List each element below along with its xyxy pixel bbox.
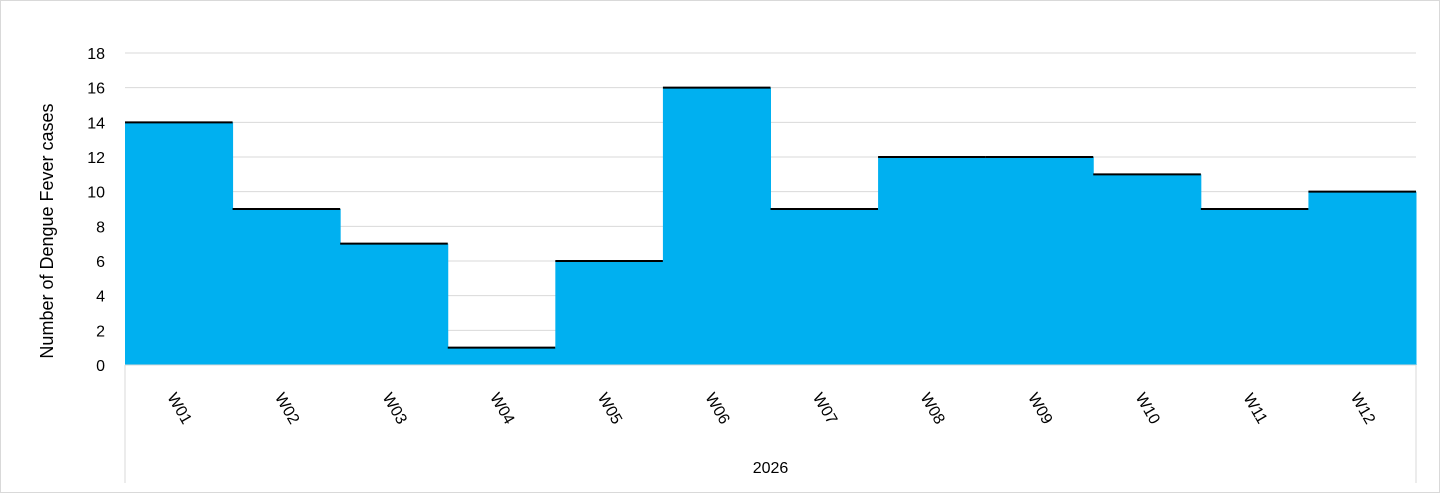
y-axis-label: Number of Dengue Fever cases — [37, 103, 57, 358]
bars — [125, 86, 1417, 366]
y-tick-label: 0 — [96, 358, 105, 375]
bar — [770, 209, 879, 365]
y-tick-labels: 0 2 4 6 8 10 12 14 16 18 — [87, 46, 105, 375]
x-tick-label: W12 — [1347, 390, 1378, 427]
x-group-label: 2026 — [753, 460, 789, 477]
bar — [125, 122, 234, 365]
x-tick-label: W04 — [486, 390, 517, 427]
x-tick-label: W09 — [1024, 390, 1055, 427]
x-tick-label: W11 — [1240, 391, 1271, 427]
bar — [447, 347, 556, 365]
bar — [1200, 209, 1309, 365]
x-tick-label: W08 — [917, 390, 948, 427]
x-tick-labels: W01 W02 W03 W04 W05 W06 W07 W08 W09 W10 W11 W12 — [163, 390, 1378, 427]
x-tick-label: W06 — [701, 390, 732, 427]
x-tick-label: W02 — [271, 390, 302, 427]
bar — [340, 243, 449, 365]
axes — [124, 364, 1417, 483]
bar — [232, 209, 341, 365]
x-tick-label: W10 — [1132, 390, 1163, 427]
y-tick-label: 4 — [96, 289, 105, 306]
x-tick-label: W01 — [163, 390, 194, 427]
y-tick-label: 8 — [96, 219, 105, 236]
y-tick-label: 14 — [87, 115, 105, 132]
bar — [878, 157, 987, 365]
x-tick-label: W05 — [594, 390, 625, 427]
bar — [1308, 191, 1417, 365]
x-tick-label: W03 — [379, 390, 410, 427]
y-tick-label: 6 — [96, 254, 105, 271]
bar — [985, 157, 1094, 365]
y-tick-label: 16 — [87, 81, 105, 98]
bar — [662, 87, 771, 366]
y-tick-label: 18 — [87, 46, 105, 63]
y-tick-label: 10 — [87, 185, 105, 202]
y-tick-label: 2 — [96, 323, 105, 340]
x-tick-label: W07 — [809, 390, 840, 427]
bar — [1093, 174, 1202, 365]
bar — [555, 261, 664, 365]
y-tick-label: 12 — [87, 150, 105, 167]
